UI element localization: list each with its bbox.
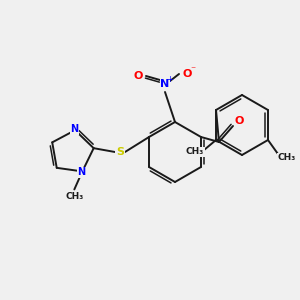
Text: O: O	[182, 69, 192, 79]
Text: N: N	[70, 124, 78, 134]
Text: CH₃: CH₃	[278, 154, 296, 163]
Text: CH₃: CH₃	[65, 192, 83, 201]
Text: N: N	[160, 79, 169, 89]
Text: CH₃: CH₃	[186, 148, 204, 157]
Text: O: O	[133, 71, 143, 81]
Text: N: N	[77, 167, 86, 177]
Text: ⁻: ⁻	[190, 65, 196, 75]
Text: S: S	[116, 147, 124, 157]
Text: +: +	[167, 74, 173, 83]
Text: O: O	[234, 116, 244, 126]
